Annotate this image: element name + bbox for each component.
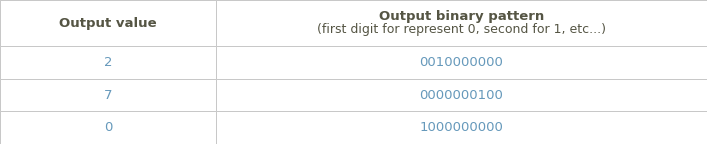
Bar xyxy=(216,46,707,79)
Text: (first digit for represent 0, second for 1, etc...): (first digit for represent 0, second for… xyxy=(317,23,606,36)
Text: 7: 7 xyxy=(103,89,112,102)
Bar xyxy=(0,46,216,79)
Bar xyxy=(0,111,216,144)
Bar xyxy=(216,0,707,46)
Text: Output binary pattern: Output binary pattern xyxy=(379,10,544,23)
Bar xyxy=(0,0,216,46)
Text: 0000000100: 0000000100 xyxy=(419,89,503,102)
Text: Output value: Output value xyxy=(59,17,157,30)
Bar xyxy=(0,79,216,111)
Text: 2: 2 xyxy=(103,56,112,69)
Bar xyxy=(216,111,707,144)
Bar xyxy=(216,79,707,111)
Text: 0: 0 xyxy=(104,121,112,134)
Text: 0010000000: 0010000000 xyxy=(419,56,503,69)
Text: 1000000000: 1000000000 xyxy=(419,121,503,134)
